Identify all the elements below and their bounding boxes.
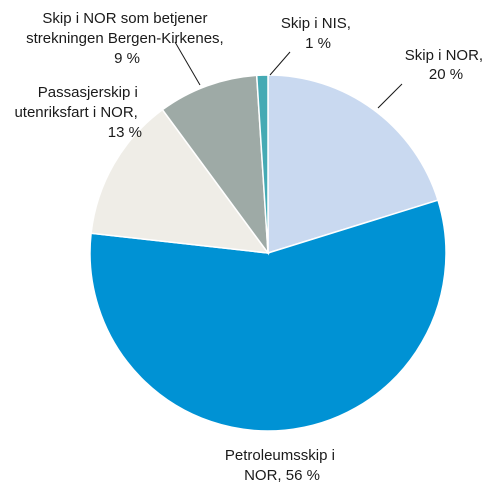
label-passenger: Passasjerskip i utenriksfart i NOR, 13 %	[14, 84, 142, 141]
label-bergen-kirkenes-line-3: 9 %	[114, 50, 140, 67]
label-skip-nor-line-1: Skip i NOR,	[405, 47, 483, 64]
pie-slice-petroleum	[89, 199, 447, 432]
label-bergen-kirkenes-line-1: Skip i NOR som betjener	[42, 10, 207, 27]
pie-slice-skip-nor	[267, 74, 439, 255]
label-passenger-line-1: Passasjerskip i	[38, 84, 138, 101]
leader-line-skip-nis	[269, 51, 291, 76]
label-skip-nis-line-1: Skip i NIS,	[281, 15, 351, 32]
pie-slices	[89, 74, 447, 432]
pie-slice-skip-nis	[255, 74, 269, 254]
label-skip-nor-line-2: 20 %	[429, 66, 463, 83]
label-passenger-line-2: utenriksfart i NOR,	[14, 104, 137, 121]
label-bergen-kirkenes: Skip i NOR som betjener strekningen Berg…	[26, 10, 228, 67]
label-skip-nis: Skip i NIS, 1 %	[281, 15, 355, 52]
pie-slice-passenger	[90, 108, 270, 254]
label-petroleum-line-2: NOR, 56 %	[244, 467, 320, 484]
leader-line-skip-nor	[377, 83, 403, 109]
label-passenger-line-3: 13 %	[108, 124, 142, 141]
leader-line-bergen-kirkenes	[174, 41, 201, 86]
label-petroleum-line-1: Petroleumsskip i	[225, 447, 335, 464]
label-skip-nis-line-2: 1 %	[305, 35, 331, 52]
label-bergen-kirkenes-line-2: strekningen Bergen-Kirkenes,	[26, 30, 224, 47]
label-skip-nor: Skip i NOR, 20 %	[405, 47, 488, 83]
leader-lines	[174, 41, 403, 109]
pie-slice-bergen-kirkenes	[161, 74, 269, 256]
label-petroleum: Petroleumsskip i NOR, 56 %	[225, 447, 339, 484]
